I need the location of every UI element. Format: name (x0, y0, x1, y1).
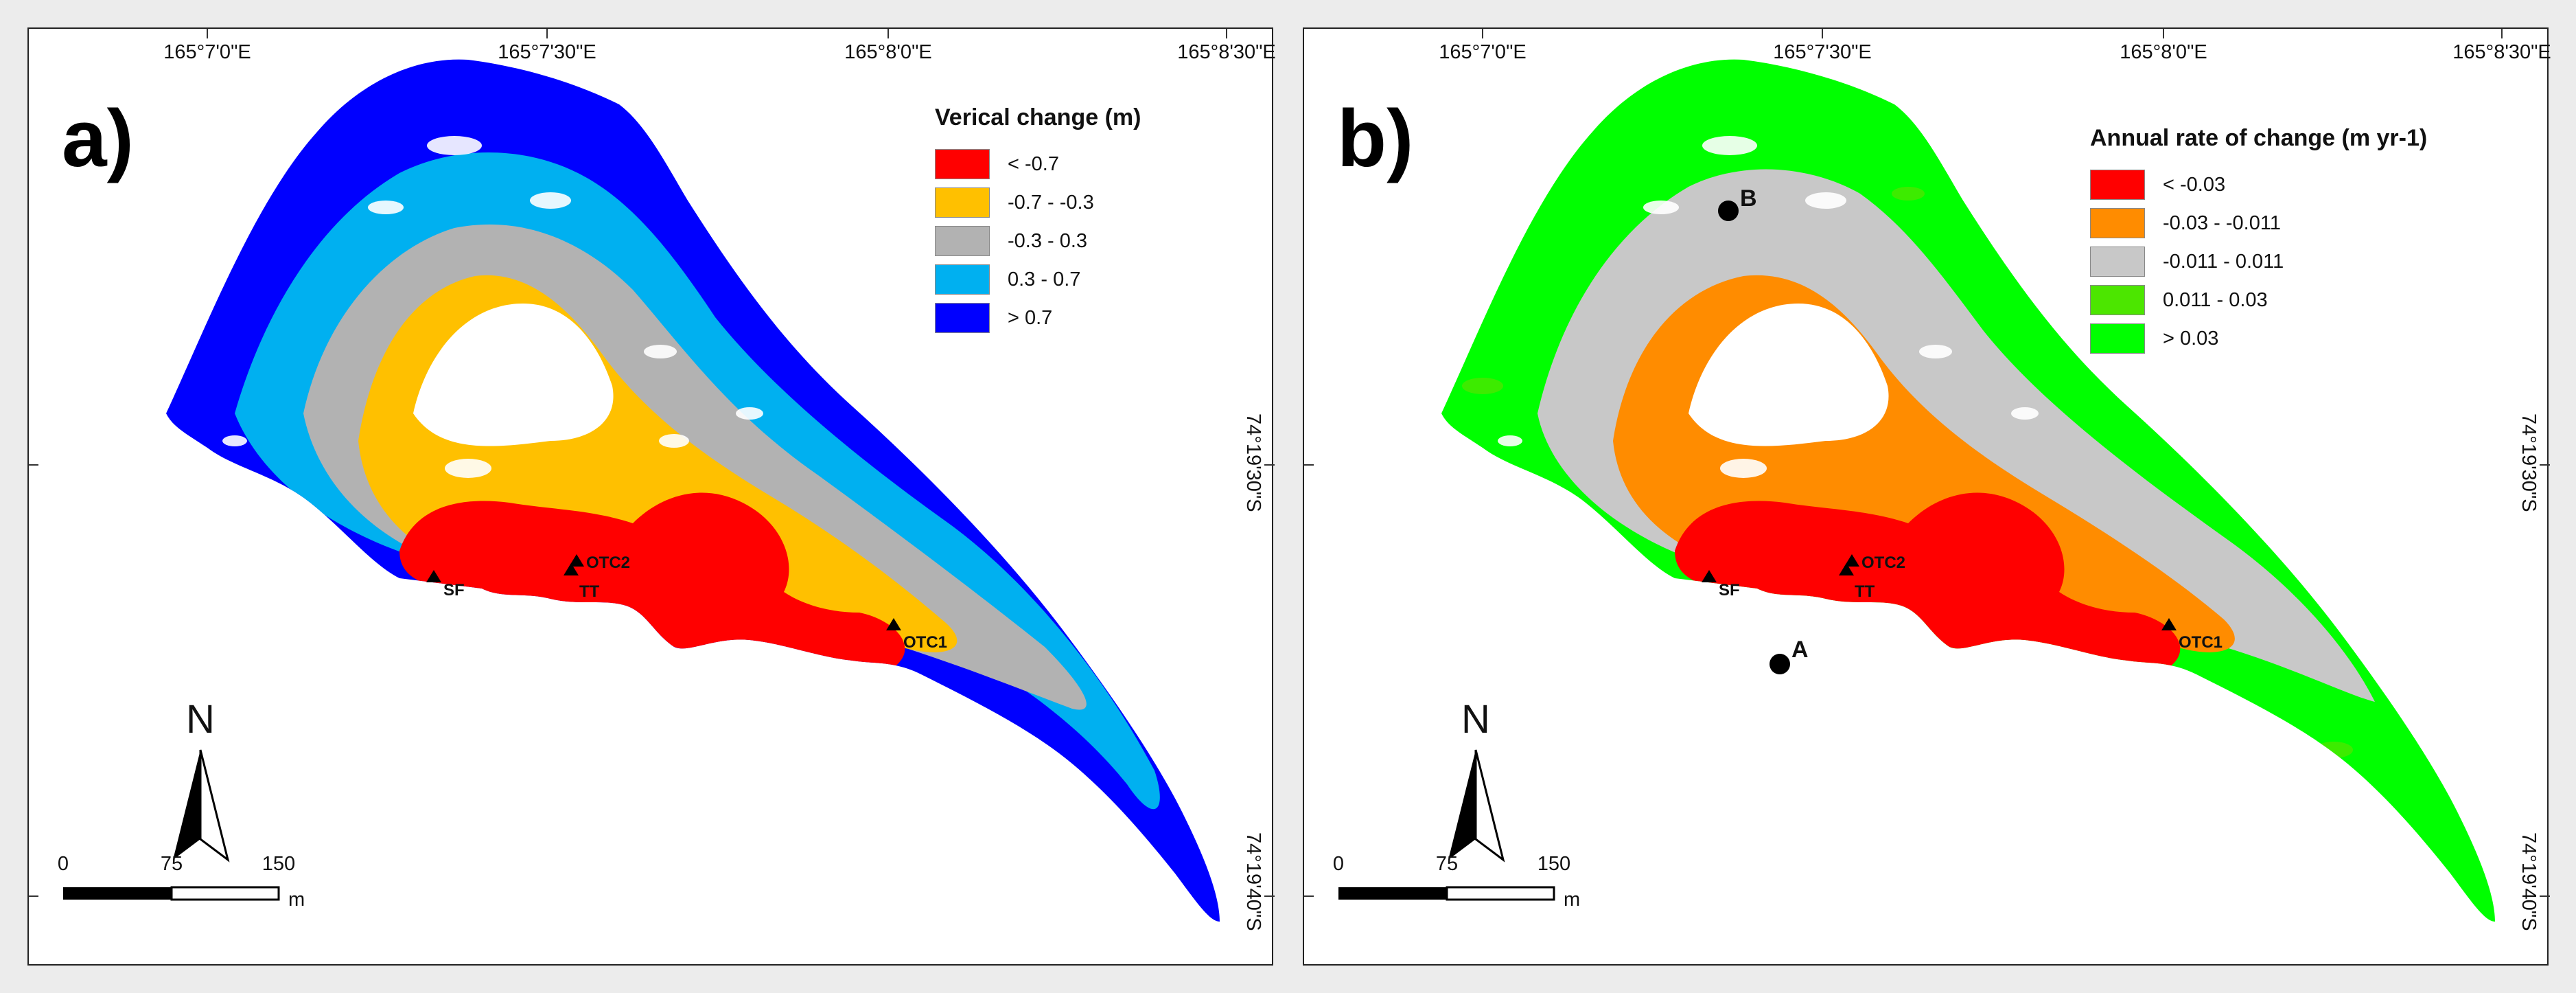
site-label-otc2: OTC2 (1861, 553, 1906, 572)
longitude-tick-label: 165°8'0"E (844, 41, 932, 63)
latitude-tick-label: 74°19'40"S (1242, 832, 1264, 931)
site-marker-otc2 (1844, 554, 1859, 567)
scale-tick: 0 (57, 853, 69, 875)
scale-unit: m (1564, 889, 1581, 911)
site-markers-a (426, 554, 901, 630)
map-canvas-b (1304, 29, 2550, 922)
legend-swatch (2090, 208, 2145, 238)
legend-swatch (2090, 247, 2145, 277)
legend-swatch (935, 187, 990, 218)
legend-item: -0.011 - 0.011 (2090, 242, 2427, 281)
longitude-tick-label: 165°7'0"E (163, 41, 251, 63)
legend-item: < -0.7 (935, 145, 1141, 183)
legend-title: Annual rate of change (m yr-1) (2090, 125, 2428, 151)
graticule-b (1304, 29, 2550, 897)
legend-item: > 0.03 (2090, 319, 2427, 358)
north-label: N (1461, 697, 1490, 742)
site-label-sf: SF (1719, 581, 1740, 600)
site-label-tt: TT (1855, 582, 1875, 601)
longitude-tick-label: 165°7'30"E (498, 41, 596, 63)
site-marker-otc1 (886, 618, 901, 630)
site-label-sf: SF (443, 581, 465, 600)
legend-swatch (935, 149, 990, 179)
legend-item: 0.011 - 0.03 (2090, 281, 2427, 319)
site-marker-otc1 (2161, 618, 2177, 630)
map-panel-a: a) 165°7'0"E 165°7'30"E 165°8'0"E 165°8'… (27, 27, 1276, 966)
point-label-b: B (1740, 185, 1757, 212)
longitude-tick-label: 165°7'0"E (1439, 41, 1527, 63)
longitude-tick-label: 165°8'30"E (1177, 41, 1276, 63)
point-marker-a (1769, 654, 1790, 674)
longitude-tick-label: 165°8'0"E (2120, 41, 2207, 63)
scale-tick: 150 (1537, 853, 1571, 875)
point-marker-b (1718, 201, 1739, 221)
site-marker-sf (1702, 570, 1717, 582)
longitude-tick-label: 165°8'30"E (2452, 41, 2551, 63)
map-canvas-a (29, 29, 1275, 922)
graticule-a (29, 29, 1275, 897)
legend-label: 0.3 - 0.7 (1008, 268, 1081, 290)
legend-item: -0.7 - -0.3 (935, 183, 1141, 222)
scale-tick: 150 (262, 853, 296, 875)
point-label-a: A (1791, 637, 1809, 663)
legend-a: Verical change (m) < -0.7 -0.7 - -0.3 -0… (935, 104, 1141, 337)
north-label: N (186, 697, 215, 742)
legend-label: -0.03 - -0.011 (2163, 212, 2281, 234)
north-arrow-icon-a (173, 749, 230, 863)
legend-label: -0.3 - 0.3 (1008, 229, 1088, 252)
latitude-tick-label: 74°19'30"S (2518, 413, 2540, 512)
latitude-tick-label: 74°19'30"S (1242, 413, 1264, 512)
legend-swatch (2090, 285, 2145, 315)
scale-unit: m (288, 889, 305, 911)
legend-swatch (935, 264, 990, 295)
legend-item: > 0.7 (935, 299, 1141, 337)
legend-label: > 0.03 (2163, 327, 2219, 350)
legend-item: -0.3 - 0.3 (935, 222, 1141, 260)
scale-bar-b (1338, 886, 1555, 901)
legend-item: -0.03 - -0.011 (2090, 204, 2427, 242)
scale-tick: 0 (1332, 853, 1345, 875)
legend-swatch (2090, 323, 2145, 354)
legend-label: < -0.03 (2163, 173, 2226, 196)
legend-item: < -0.03 (2090, 166, 2427, 204)
site-label-otc1: OTC1 (903, 633, 948, 652)
map-panel-b: b) 165°7'0"E 165°7'30"E 165°8'0"E 165°8'… (1303, 27, 2551, 966)
legend-title: Verical change (m) (935, 104, 1141, 130)
legend-label: -0.011 - 0.011 (2163, 250, 2284, 273)
site-label-otc2: OTC2 (586, 553, 631, 572)
site-markers-b (1702, 554, 2177, 630)
legend-label: > 0.7 (1008, 306, 1053, 329)
latitude-tick-label: 74°19'40"S (2518, 832, 2540, 931)
site-label-tt: TT (579, 582, 600, 601)
scale-tick: 75 (1435, 853, 1459, 875)
panel-label: a) (62, 93, 134, 184)
site-label-otc1: OTC1 (2179, 633, 2223, 652)
site-marker-sf (426, 570, 441, 582)
site-marker-otc2 (569, 554, 584, 567)
north-arrow-icon-b (1448, 749, 1505, 863)
legend-swatch (935, 303, 990, 333)
longitude-tick-label: 165°7'30"E (1773, 41, 1872, 63)
legend-swatch (935, 226, 990, 256)
legend-item: 0.3 - 0.7 (935, 260, 1141, 299)
panel-label: b) (1337, 93, 1414, 184)
legend-label: 0.011 - 0.03 (2163, 288, 2268, 311)
scale-tick: 75 (160, 853, 183, 875)
legend-label: < -0.7 (1008, 152, 1059, 175)
legend-b: Annual rate of change (m yr-1) < -0.03 -… (2090, 125, 2427, 358)
scale-bar-a (63, 886, 280, 901)
site-marker-tt (1839, 563, 1854, 575)
legend-label: -0.7 - -0.3 (1008, 191, 1094, 214)
site-marker-tt (564, 563, 579, 575)
legend-swatch (2090, 170, 2145, 200)
